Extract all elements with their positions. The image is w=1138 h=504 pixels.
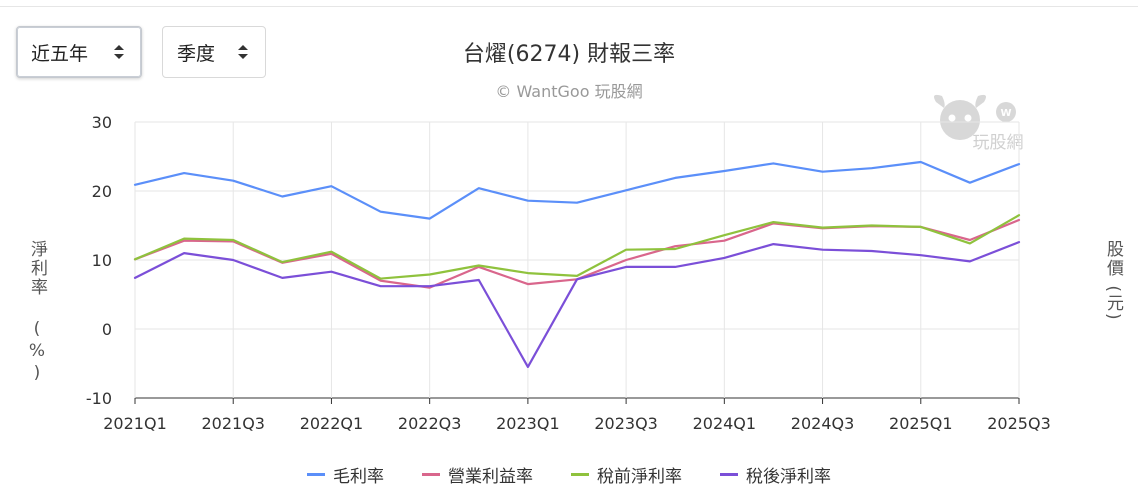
chart-legend: 毛利率 營業利益率 稅前淨利率 稅後淨利率 [0,462,1138,487]
series-line [133,241,1021,368]
x-tick-label: 2021Q1 [103,414,167,433]
period-select-label: 近五年 [31,42,89,65]
legend-swatch [307,473,325,476]
x-tick-label: 2023Q1 [496,414,560,433]
legend-swatch [571,473,589,476]
x-tick-label: 2024Q1 [693,414,757,433]
x-tick-label: 2021Q3 [201,414,265,433]
y-tick-label: -10 [86,389,112,408]
frequency-select-label: 季度 [177,42,216,65]
y-tick-label: 0 [102,320,112,339]
x-tick-label: 2024Q3 [791,414,855,433]
x-tick-label: 2025Q1 [889,414,953,433]
wantgoo-logo-watermark: W 玩股網 [934,94,1024,153]
series-line [133,218,1021,289]
x-tick-label: 2022Q3 [398,414,462,433]
y-tick-label: 10 [92,251,112,270]
legend-item[interactable]: 稅後淨利率 [720,462,831,487]
legend-label: 稅後淨利率 [746,467,831,487]
series-line [133,214,1021,280]
y-axis-left-label: 淨利率 (%) [27,240,47,385]
x-tick-label: 2022Q1 [300,414,364,433]
svg-text:W: W [1000,108,1011,119]
period-select[interactable]: 近五年 [16,26,142,78]
x-tick-label: 2023Q3 [594,414,658,433]
legend-item[interactable]: 稅前淨利率 [571,462,682,487]
top-divider [0,6,1138,7]
legend-label: 稅前淨利率 [597,467,682,487]
legend-item[interactable]: 毛利率 [307,462,384,487]
sort-arrows-icon [114,45,124,59]
chart-title: 台燿(6274) 財報三率 [462,42,676,67]
frequency-select[interactable]: 季度 [162,26,266,78]
legend-label: 營業利益率 [448,467,533,487]
legend-label: 毛利率 [333,467,384,487]
y-tick-label: 30 [92,113,112,132]
legend-item[interactable]: 營業利益率 [422,462,533,487]
watermark-text: 玩股網 [973,133,1024,153]
legend-swatch [422,473,440,476]
y-axis-right-label: 股價 (元) [1103,240,1123,322]
x-tick-label: 2025Q3 [987,414,1051,433]
chart-credit: © WantGoo 玩股網 [495,82,643,101]
series-line [133,160,1021,220]
sort-arrows-icon [238,45,248,59]
legend-swatch [720,473,738,476]
y-tick-label: 20 [92,182,112,201]
